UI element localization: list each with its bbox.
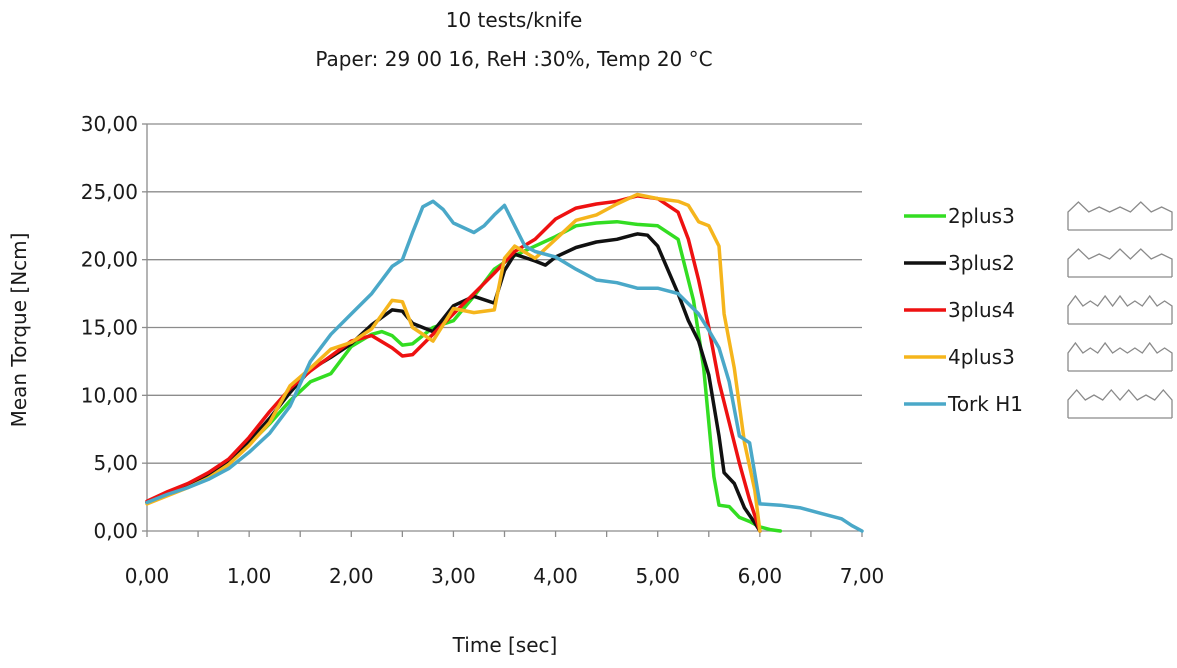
knife-profile-outline	[1067, 341, 1173, 371]
legend-label: Tork H1	[947, 392, 1023, 416]
chart-subtitle: Paper: 29 00 16, ReH :30%, Temp 20 °C	[315, 47, 712, 71]
knife-profile-icon	[1067, 201, 1173, 231]
x-tick-label: 6,00	[738, 564, 783, 588]
legend-label: 4plus3	[948, 345, 1015, 369]
knife-profile-icon	[1067, 248, 1173, 278]
knife-profile-outline	[1067, 389, 1173, 418]
x-tick-label: 5,00	[635, 564, 680, 588]
series-line-2plus3	[145, 219, 783, 533]
knife-profile-outline	[1067, 201, 1173, 230]
knife-profile-outline	[1067, 248, 1173, 277]
series-lines	[145, 192, 864, 533]
x-tick-label: 7,00	[840, 564, 885, 588]
legend: 2plus3 3plus2 3plus4 4plus3 Tork H1	[904, 201, 1173, 419]
x-tick-label: 4,00	[533, 564, 578, 588]
knife-profile-outline	[1067, 294, 1173, 324]
knife-profile-icon	[1067, 341, 1173, 372]
x-tick-label: 2,00	[329, 564, 374, 588]
y-tick-label: 5,00	[93, 451, 138, 475]
series-line-3plus2	[145, 232, 762, 533]
y-tick-label: 25,00	[81, 180, 138, 204]
axes: 0,00 5,00 10,00 15,00 20,00 25,00 30,00 0,00 1,0…	[81, 112, 885, 588]
legend-label: 3plus2	[948, 251, 1015, 275]
y-tick-label: 20,00	[81, 248, 138, 272]
x-tick-label: 1,00	[227, 564, 272, 588]
series-line-3plus4	[145, 194, 762, 533]
y-tick-label: 10,00	[81, 383, 138, 407]
knife-profile-icon	[1067, 294, 1173, 325]
x-axis-label: Time [sec]	[452, 633, 558, 657]
x-tick-label: 0,00	[125, 564, 170, 588]
y-tick-label: 0,00	[93, 519, 138, 543]
y-tick-label: 30,00	[81, 112, 138, 136]
series-line-4plus3	[145, 192, 762, 533]
legend-label: 3plus4	[948, 298, 1015, 322]
series-line-tork-h1	[145, 199, 864, 533]
knife-profile-icon	[1067, 389, 1173, 419]
chart-title: 10 tests/knife	[446, 8, 583, 32]
y-tick-label: 15,00	[81, 316, 138, 340]
grid-lines	[147, 123, 862, 464]
y-axis-label: Mean Torque [Ncm]	[7, 233, 31, 428]
legend-label: 2plus3	[948, 204, 1015, 228]
x-tick-label: 3,00	[431, 564, 476, 588]
